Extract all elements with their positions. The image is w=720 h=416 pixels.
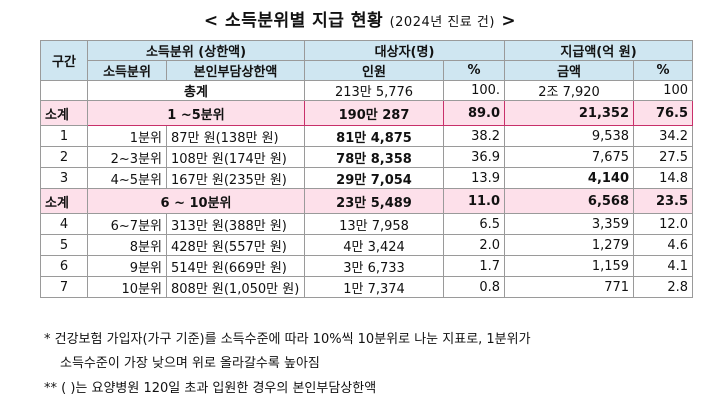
row-gugan: 5 — [40, 234, 88, 256]
row-decile: 2~3분위 — [87, 146, 167, 168]
row-amount: 7,675 — [504, 146, 635, 168]
row-pct2: 34.2 — [633, 125, 694, 147]
row-persons: 81만 4,875 — [304, 125, 445, 147]
subtotal-label: 6 ~ 10분위 — [86, 188, 306, 214]
row-cap: 808만 원(1,050만 원) — [165, 276, 306, 298]
row-decile: 10분위 — [87, 276, 167, 298]
header-row-2: 소득분위 본인부담상한액 인원 % 금액 % — [41, 60, 694, 81]
table-row: 5 8분위 428만 원(557만 원) 4만 3,424 2.0 1,279 … — [40, 234, 694, 256]
row-gugan: 3 — [40, 167, 88, 189]
header-income-group: 소득분위 (상한액) — [86, 40, 306, 61]
header-row-1: 구간 소득분위 (상한액) 대상자(명) 지급액(억 원) — [40, 40, 694, 81]
row-gugan: 6 — [40, 255, 88, 277]
row-cap: 313만 원(388만 원) — [165, 213, 306, 235]
row-decile: 6~7분위 — [87, 213, 167, 235]
table-row: 1 1분위 87만 원(138만 원) 81만 4,875 38.2 9,538… — [40, 125, 694, 147]
footnote-1-continued: 소득수준이 가장 낮으며 위로 올라갈수록 높아짐 — [60, 356, 320, 371]
row-amount: 9,538 — [504, 125, 635, 147]
row-amount: 1,159 — [504, 255, 635, 277]
row-pct: 6.5 — [443, 213, 506, 235]
title-end: > — [501, 11, 517, 31]
row-amount: 771 — [504, 276, 635, 298]
header-gugan: 구간 — [40, 40, 88, 81]
row-pct2: 12.0 — [633, 213, 694, 235]
row-persons: 4만 3,424 — [304, 234, 445, 256]
title-main: < 소득분위별 지급 현황 — [203, 11, 384, 31]
subtotal-label: 1 ~5분위 — [86, 100, 306, 126]
table-row: 3 4~5분위 167만 원(235만 원) 29만 7,054 13.9 4,… — [40, 167, 694, 189]
row-decile: 9분위 — [87, 255, 167, 277]
row-amount: 3,359 — [504, 213, 635, 235]
row-pct2: 4.6 — [633, 234, 694, 256]
subtotal-amount: 21,352 — [504, 100, 635, 126]
row-cap: 87만 원(138만 원) — [165, 125, 306, 147]
row-persons: 29만 7,054 — [304, 167, 445, 189]
total-pct: 100. — [443, 80, 506, 101]
total-row: 총계 213만 5,776 100. 2조 7,920 100 — [40, 80, 694, 101]
row-decile: 4~5분위 — [87, 167, 167, 189]
header-beneficiaries: 대상자(명) — [304, 40, 506, 61]
row-persons: 3만 6,733 — [304, 255, 445, 277]
payment-table: 구간 소득분위 (상한액) 대상자(명) 지급액(억 원) 소득분위 본인부담상… — [40, 40, 694, 298]
footnote-2: ** ( )는 요양병원 120일 초과 입원한 경우의 본인부담상한액 — [44, 381, 377, 396]
header-payment: 지급액(억 원) — [504, 40, 694, 61]
row-gugan: 4 — [40, 213, 88, 235]
row-persons: 78만 8,358 — [304, 146, 445, 168]
row-persons: 1만 7,374 — [304, 276, 445, 298]
row-pct: 0.8 — [443, 276, 506, 298]
subtotal-pct: 11.0 — [443, 188, 506, 214]
row-cap: 108만 원(174만 원) — [165, 146, 306, 168]
title-sub: (2024년 진료 건) — [389, 15, 495, 30]
row-pct2: 2.8 — [633, 276, 694, 298]
subtotal-amount: 6,568 — [504, 188, 635, 214]
row-pct2: 4.1 — [633, 255, 694, 277]
subtotal-pct2: 23.5 — [633, 188, 694, 214]
footnote-1: * 건강보험 가입자(가구 기준)를 소득수준에 따라 10%씩 10분위로 나… — [44, 332, 531, 347]
total-label: 총계 — [86, 80, 306, 101]
row-gugan: 2 — [40, 146, 88, 168]
page-title: < 소득분위별 지급 현황 (2024년 진료 건) > — [0, 6, 720, 31]
header-pct: % — [443, 60, 506, 81]
table-row: 2 2~3분위 108만 원(174만 원) 78만 8,358 36.9 7,… — [40, 146, 694, 168]
row-pct: 38.2 — [443, 125, 506, 147]
row-cap: 167만 원(235만 원) — [165, 167, 306, 189]
header-income-decile: 소득분위 — [87, 60, 167, 81]
row-amount: 1,279 — [504, 234, 635, 256]
total-gugan-empty — [40, 80, 88, 101]
table-row: 4 6~7분위 313만 원(388만 원) 13만 7,958 6.5 3,3… — [40, 213, 694, 235]
row-pct: 13.9 — [443, 167, 506, 189]
subtotal-persons: 23만 5,489 — [304, 188, 445, 214]
row-gugan: 7 — [40, 276, 88, 298]
row-cap: 428만 원(557만 원) — [165, 234, 306, 256]
row-pct2: 27.5 — [633, 146, 694, 168]
subtotal-pct2: 76.5 — [633, 100, 694, 126]
header-amount: 금액 — [504, 60, 635, 81]
row-pct: 36.9 — [443, 146, 506, 168]
row-persons: 13만 7,958 — [304, 213, 445, 235]
subtotal-persons: 190만 287 — [304, 100, 445, 126]
table-row: 7 10분위 808만 원(1,050만 원) 1만 7,374 0.8 771… — [40, 276, 694, 298]
header-cap: 본인부담상한액 — [165, 60, 306, 81]
table-row: 6 9분위 514만 원(669만 원) 3만 6,733 1.7 1,159 … — [40, 255, 694, 277]
header-persons: 인원 — [304, 60, 445, 81]
row-amount: 4,140 — [504, 167, 635, 189]
row-gugan: 1 — [40, 125, 88, 147]
subtotal-row: 소계 6 ~ 10분위 23만 5,489 11.0 6,568 23.5 — [40, 188, 694, 214]
subtotal-gugan: 소계 — [40, 100, 88, 126]
total-persons: 213만 5,776 — [304, 80, 445, 101]
row-pct2: 14.8 — [633, 167, 694, 189]
row-decile: 8분위 — [87, 234, 167, 256]
row-cap: 514만 원(669만 원) — [165, 255, 306, 277]
header-pct2: % — [633, 60, 694, 81]
row-decile: 1분위 — [87, 125, 167, 147]
total-amount: 2조 7,920 — [504, 80, 635, 101]
subtotal-row: 소계 1 ~5분위 190만 287 89.0 21,352 76.5 — [40, 100, 694, 126]
subtotal-gugan: 소계 — [40, 188, 88, 214]
total-pct2: 100 — [633, 80, 694, 101]
row-pct: 2.0 — [443, 234, 506, 256]
row-pct: 1.7 — [443, 255, 506, 277]
subtotal-pct: 89.0 — [443, 100, 506, 126]
